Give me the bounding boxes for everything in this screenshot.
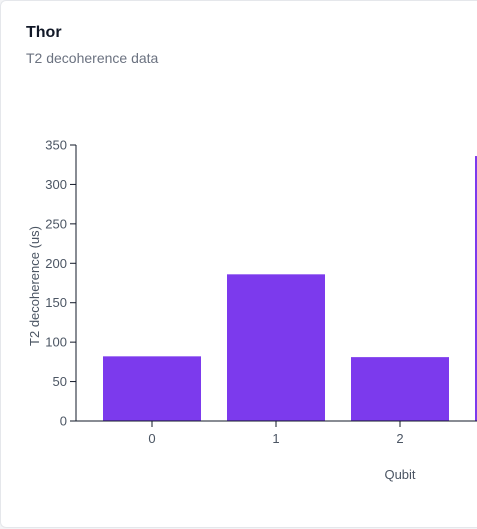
y-tick-label: 250 <box>45 216 67 231</box>
card-subtitle: T2 decoherence data <box>26 50 159 66</box>
y-tick-label: 0 <box>60 414 67 429</box>
x-tick-label: 2 <box>396 431 403 446</box>
y-tick-label: 200 <box>45 256 67 271</box>
y-axis: 0 50 100 150 200 250 300 350 <box>45 138 77 429</box>
y-tick-label: 50 <box>53 374 67 389</box>
card-title: Thor <box>26 24 62 41</box>
y-tick-label: 150 <box>45 295 67 310</box>
y-tick-label: 100 <box>45 335 67 350</box>
x-tick-label: 1 <box>272 431 279 446</box>
y-tick-label: 350 <box>45 138 67 153</box>
bar <box>475 156 477 422</box>
x-tick-label: 0 <box>148 431 155 446</box>
bar <box>227 274 325 421</box>
x-axis: 0123 <box>76 420 477 446</box>
x-axis-title: Qubit <box>384 467 415 482</box>
bar <box>103 356 201 421</box>
y-axis-title: T2 decoherence (us) <box>27 226 42 346</box>
bar <box>351 357 449 421</box>
bars-group <box>103 156 477 422</box>
y-tick-label: 300 <box>45 177 67 192</box>
